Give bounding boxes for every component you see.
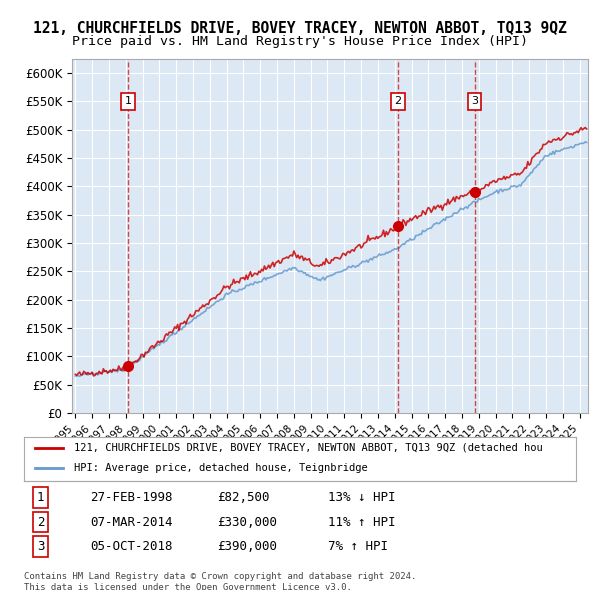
Text: 13% ↓ HPI: 13% ↓ HPI bbox=[328, 491, 395, 504]
Text: 2: 2 bbox=[37, 516, 44, 529]
Text: 07-MAR-2014: 07-MAR-2014 bbox=[90, 516, 173, 529]
Text: Price paid vs. HM Land Registry's House Price Index (HPI): Price paid vs. HM Land Registry's House … bbox=[72, 35, 528, 48]
Text: 121, CHURCHFIELDS DRIVE, BOVEY TRACEY, NEWTON ABBOT, TQ13 9QZ (detached hou: 121, CHURCHFIELDS DRIVE, BOVEY TRACEY, N… bbox=[74, 442, 542, 453]
Text: £330,000: £330,000 bbox=[217, 516, 277, 529]
Text: 05-OCT-2018: 05-OCT-2018 bbox=[90, 540, 173, 553]
Text: 2: 2 bbox=[394, 97, 401, 106]
Text: 7% ↑ HPI: 7% ↑ HPI bbox=[328, 540, 388, 553]
Text: £82,500: £82,500 bbox=[217, 491, 270, 504]
Text: 11% ↑ HPI: 11% ↑ HPI bbox=[328, 516, 395, 529]
Text: 27-FEB-1998: 27-FEB-1998 bbox=[90, 491, 173, 504]
Text: HPI: Average price, detached house, Teignbridge: HPI: Average price, detached house, Teig… bbox=[74, 464, 367, 473]
Text: 3: 3 bbox=[37, 540, 44, 553]
Text: 1: 1 bbox=[125, 97, 132, 106]
Text: 3: 3 bbox=[471, 97, 478, 106]
Text: Contains HM Land Registry data © Crown copyright and database right 2024.
This d: Contains HM Land Registry data © Crown c… bbox=[24, 572, 416, 590]
Text: 1: 1 bbox=[37, 491, 44, 504]
Text: 121, CHURCHFIELDS DRIVE, BOVEY TRACEY, NEWTON ABBOT, TQ13 9QZ: 121, CHURCHFIELDS DRIVE, BOVEY TRACEY, N… bbox=[33, 21, 567, 35]
Text: £390,000: £390,000 bbox=[217, 540, 277, 553]
